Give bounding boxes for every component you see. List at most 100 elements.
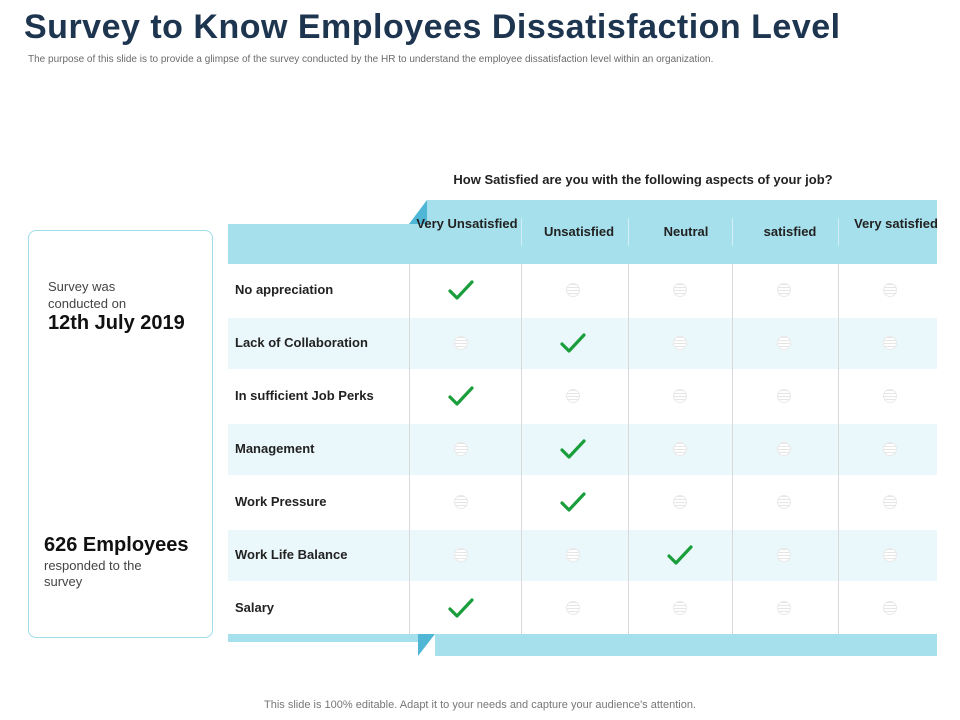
empty-option-icon <box>883 389 897 403</box>
empty-option-icon <box>883 548 897 562</box>
column-header-separator <box>521 218 522 246</box>
header-tab-decoration <box>409 200 427 224</box>
empty-option-icon <box>777 389 791 403</box>
empty-option-icon <box>883 601 897 615</box>
empty-option-icon <box>777 283 791 297</box>
response-cell[interactable] <box>521 317 625 369</box>
column-header: satisfied <box>763 224 817 239</box>
empty-option-icon <box>883 336 897 350</box>
column-header-separator <box>732 218 733 246</box>
response-cell[interactable] <box>838 370 942 422</box>
response-cell[interactable] <box>409 317 513 369</box>
column-header: Very satisfied <box>854 216 938 231</box>
response-cell[interactable] <box>409 582 513 634</box>
empty-option-icon <box>566 283 580 297</box>
row-divider <box>228 317 937 318</box>
response-cell[interactable] <box>521 476 625 528</box>
response-cell[interactable] <box>521 370 625 422</box>
response-cell[interactable] <box>521 423 625 475</box>
response-cell[interactable] <box>521 529 625 581</box>
empty-option-icon <box>777 442 791 456</box>
table-footer-band <box>435 634 937 656</box>
response-cell[interactable] <box>732 423 836 475</box>
response-cell[interactable] <box>628 582 732 634</box>
row-label: In sufficient Job Perks <box>235 388 374 403</box>
response-cell[interactable] <box>628 529 732 581</box>
response-cell[interactable] <box>628 370 732 422</box>
column-header: Unsatisfied <box>543 224 615 239</box>
column-header: Neutral <box>663 224 709 239</box>
empty-option-icon <box>566 389 580 403</box>
response-cell[interactable] <box>732 582 836 634</box>
response-cell[interactable] <box>732 264 836 316</box>
checkmark-icon <box>448 386 474 406</box>
empty-option-icon <box>454 548 468 562</box>
table-header-band <box>427 200 937 264</box>
checkmark-icon <box>560 492 586 512</box>
empty-option-icon <box>777 495 791 509</box>
table-row <box>228 317 937 369</box>
responded-label: responded to the survey <box>44 558 142 589</box>
empty-option-icon <box>673 336 687 350</box>
page-title: Survey to Know Employees Dissatisfaction… <box>24 8 841 46</box>
column-divider <box>732 264 733 634</box>
response-cell[interactable] <box>628 317 732 369</box>
employee-count: 626 Employees <box>44 534 189 556</box>
row-label: Work Life Balance <box>235 547 348 562</box>
empty-option-icon <box>883 442 897 456</box>
response-cell[interactable] <box>838 264 942 316</box>
column-header-separator <box>628 218 629 246</box>
response-cell[interactable] <box>732 317 836 369</box>
survey-question: How Satisfied are you with the following… <box>453 172 833 187</box>
row-label: Management <box>235 441 315 456</box>
response-cell[interactable] <box>409 476 513 528</box>
response-cell[interactable] <box>409 423 513 475</box>
response-cell[interactable] <box>732 476 836 528</box>
empty-option-icon <box>777 336 791 350</box>
empty-option-icon <box>673 495 687 509</box>
empty-option-icon <box>883 283 897 297</box>
response-cell[interactable] <box>628 476 732 528</box>
checkmark-icon <box>560 333 586 353</box>
empty-option-icon <box>883 495 897 509</box>
conducted-label: Survey was conducted on <box>48 279 127 311</box>
column-divider <box>521 264 522 634</box>
response-cell[interactable] <box>838 317 942 369</box>
response-cell[interactable] <box>521 264 625 316</box>
page-subtitle: The purpose of this slide is to provide … <box>28 54 714 65</box>
column-header-separator <box>838 218 839 246</box>
empty-option-icon <box>566 548 580 562</box>
checkmark-icon <box>448 280 474 300</box>
row-label: Work Pressure <box>235 494 327 509</box>
checkmark-icon <box>667 545 693 565</box>
response-cell[interactable] <box>628 264 732 316</box>
empty-option-icon <box>777 548 791 562</box>
row-divider <box>228 529 937 530</box>
row-divider <box>228 582 937 583</box>
empty-option-icon <box>454 495 468 509</box>
response-cell[interactable] <box>838 582 942 634</box>
response-cell[interactable] <box>732 529 836 581</box>
response-cell[interactable] <box>732 370 836 422</box>
column-divider <box>628 264 629 634</box>
response-cell[interactable] <box>409 264 513 316</box>
response-cell[interactable] <box>628 423 732 475</box>
response-cell[interactable] <box>409 370 513 422</box>
row-label: Lack of Collaboration <box>235 335 368 350</box>
row-label: No appreciation <box>235 282 334 297</box>
response-cell[interactable] <box>838 423 942 475</box>
column-divider <box>838 264 839 634</box>
row-divider <box>228 370 937 371</box>
table-row <box>228 423 937 475</box>
footer-tab-decoration <box>418 634 435 656</box>
response-cell[interactable] <box>521 582 625 634</box>
response-cell[interactable] <box>409 529 513 581</box>
response-cell[interactable] <box>838 529 942 581</box>
empty-option-icon <box>673 601 687 615</box>
empty-option-icon <box>673 283 687 297</box>
row-divider <box>228 423 937 424</box>
response-cell[interactable] <box>838 476 942 528</box>
checkmark-icon <box>560 439 586 459</box>
footer-note: This slide is 100% editable. Adapt it to… <box>264 699 696 711</box>
empty-option-icon <box>454 442 468 456</box>
